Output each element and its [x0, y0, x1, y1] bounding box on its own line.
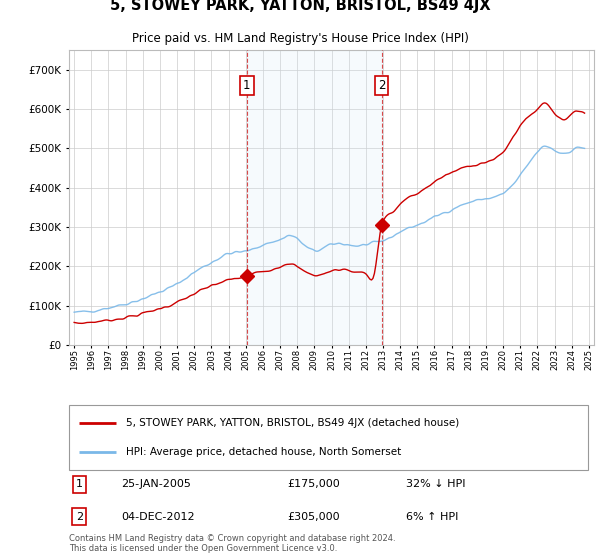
- Text: 25-JAN-2005: 25-JAN-2005: [121, 479, 191, 489]
- Text: 6% ↑ HPI: 6% ↑ HPI: [406, 512, 459, 522]
- Text: 1: 1: [243, 79, 251, 92]
- Text: 2: 2: [378, 79, 385, 92]
- Text: 2: 2: [76, 512, 83, 522]
- Text: 5, STOWEY PARK, YATTON, BRISTOL, BS49 4JX (detached house): 5, STOWEY PARK, YATTON, BRISTOL, BS49 4J…: [126, 418, 460, 428]
- Text: 5, STOWEY PARK, YATTON, BRISTOL, BS49 4JX: 5, STOWEY PARK, YATTON, BRISTOL, BS49 4J…: [110, 0, 490, 13]
- Text: Price paid vs. HM Land Registry's House Price Index (HPI): Price paid vs. HM Land Registry's House …: [131, 31, 469, 45]
- Text: £175,000: £175,000: [287, 479, 340, 489]
- Text: 1: 1: [76, 479, 83, 489]
- Text: 04-DEC-2012: 04-DEC-2012: [121, 512, 194, 522]
- Bar: [247, 50, 382, 345]
- Text: 32% ↓ HPI: 32% ↓ HPI: [406, 479, 466, 489]
- FancyBboxPatch shape: [69, 405, 588, 470]
- Text: £305,000: £305,000: [287, 512, 340, 522]
- Text: HPI: Average price, detached house, North Somerset: HPI: Average price, detached house, Nort…: [126, 447, 401, 457]
- Text: Contains HM Land Registry data © Crown copyright and database right 2024.
This d: Contains HM Land Registry data © Crown c…: [69, 534, 395, 553]
